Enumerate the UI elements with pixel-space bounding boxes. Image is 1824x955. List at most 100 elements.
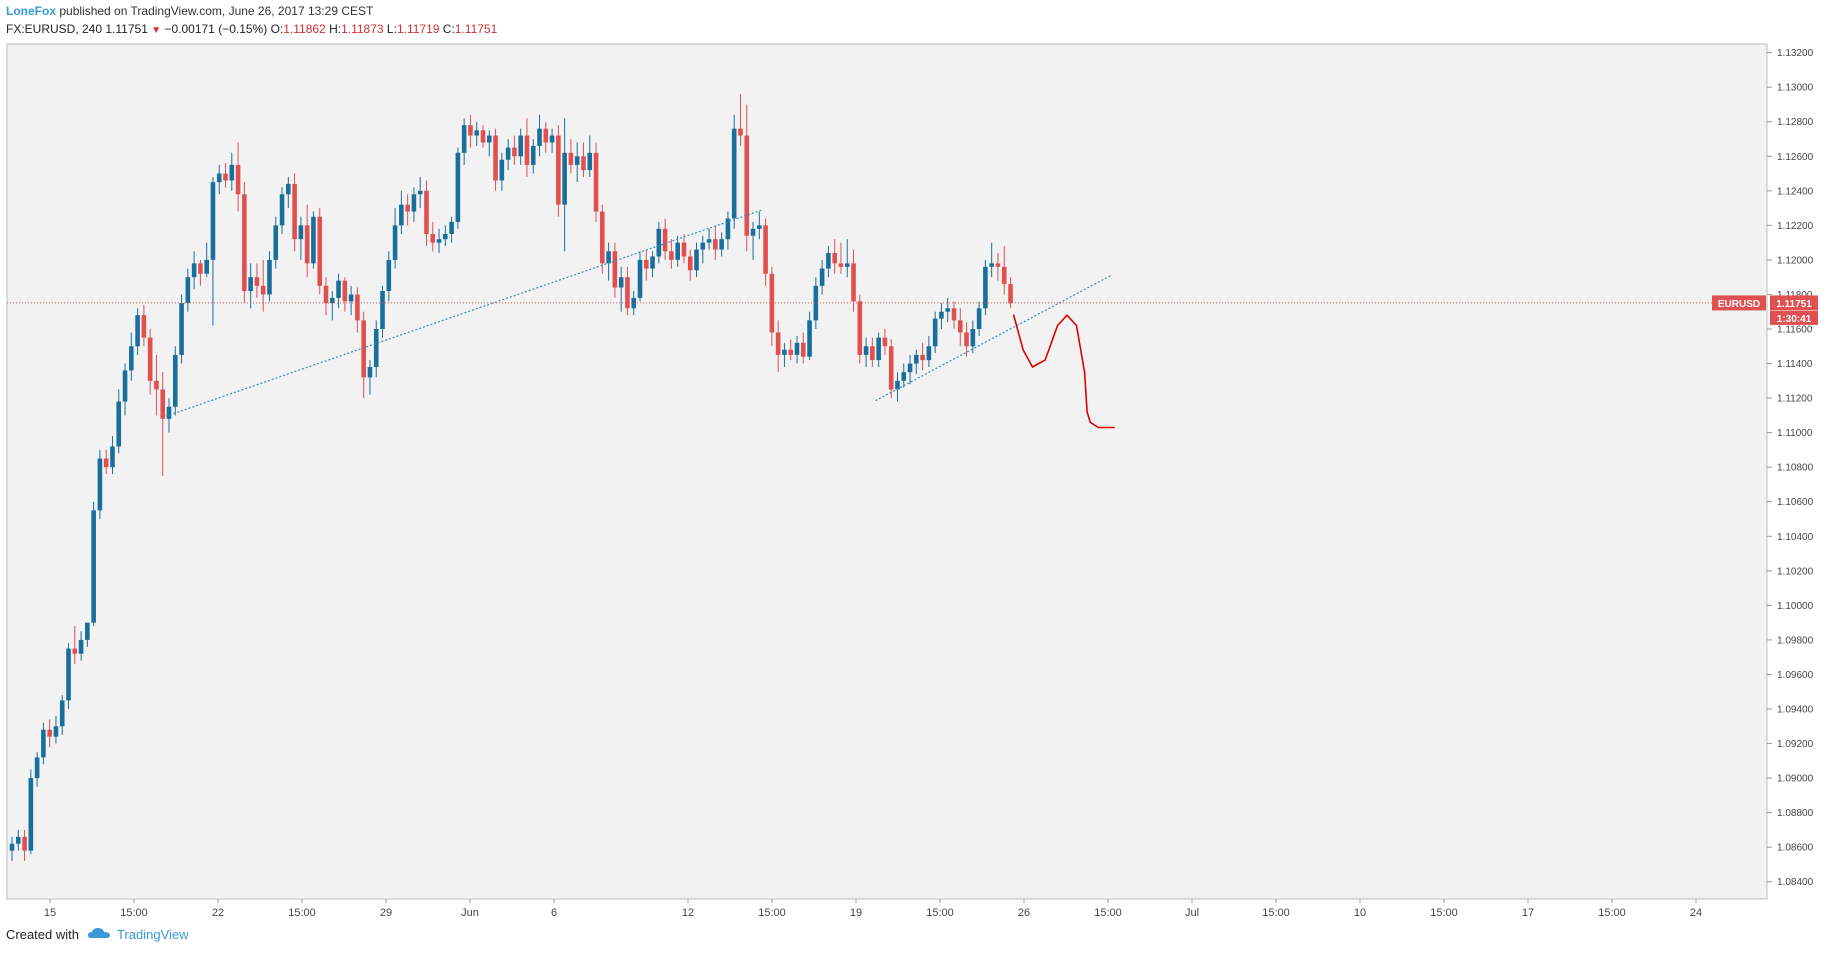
candle [556,125,561,217]
candle-body [430,234,436,243]
candle [562,118,567,252]
candle-body [424,190,429,234]
candle-body [669,251,674,260]
candle [28,769,34,855]
candle [493,128,498,191]
candle [129,332,134,381]
candle [292,173,297,252]
candle-body [160,389,166,419]
tradingview-brand[interactable]: TradingView [116,927,189,942]
candle [329,291,335,321]
candle [449,216,454,243]
candle-body [819,268,825,286]
candle [574,142,580,183]
candle [989,242,994,278]
candle [141,304,147,347]
candle-body [329,297,335,304]
candle-body [549,135,555,143]
candle [769,266,775,347]
candle [78,631,84,661]
candle-body [951,308,957,321]
candle [637,251,643,302]
author-name[interactable]: LoneFox [6,4,56,18]
candle-body [995,263,1001,267]
candle [436,228,442,253]
candle-body [769,273,775,333]
x-tick-label: 15:00 [758,907,786,919]
candle-body [888,346,894,390]
candle-body [323,285,329,304]
candle-body [267,259,272,295]
candle [738,94,743,146]
y-tick-label: 1.13000 [1777,83,1814,94]
candle [530,139,536,174]
candle-body [562,152,567,205]
time-axis[interactable]: 15 15:00 22 15:00 29 Jun 6 12 15:00 19 15:00 26 15:0… [44,899,1702,919]
candle-body [694,249,699,271]
trendline[interactable] [875,274,1112,402]
candle-body [493,135,498,181]
candle-body [800,342,806,357]
price-change: −0.00171 (−0.15%) [164,22,268,36]
last-price: 1.11751 [105,22,148,36]
candle-body [342,280,348,302]
candle-body [731,128,737,219]
x-tick-label: Jul [1185,907,1199,919]
close-value: 1.11751 [454,22,498,36]
candle-body [122,370,128,402]
candle-body [235,164,241,195]
x-tick-label: 15:00 [1430,907,1458,919]
candle-body [28,778,34,851]
candle-body [1008,284,1013,304]
y-tick-label: 1.10600 [1777,497,1814,508]
candle [342,277,348,312]
candle [788,339,794,361]
price-chart[interactable]: 1.08400 1.08600 1.08800 1.09000 1.09200 1.094… [0,0,1824,920]
candle-body [537,128,542,146]
candle [970,320,976,354]
candle [857,294,863,364]
y-tick-label: 1.10000 [1777,601,1814,612]
candle [392,208,398,269]
candle [34,752,40,787]
candle-body [116,401,122,447]
projection-drawing-layer[interactable] [1012,314,1115,429]
y-tick-label: 1.10800 [1777,463,1814,474]
candle-body [757,225,762,229]
candle [185,268,191,312]
candle [606,242,611,281]
candle [744,104,750,252]
candle-body [844,263,850,267]
candle-body [826,253,831,269]
candle [160,372,166,476]
symbol-tag-label: EURUSD [1718,299,1760,310]
tradingview-cloud-icon[interactable] [87,926,111,943]
candle-body [304,225,310,264]
candle-body [9,843,15,851]
plot-area[interactable] [6,43,1768,900]
candle [267,251,272,302]
candle-body [625,277,630,309]
trendline[interactable] [165,209,763,417]
candle-body [15,836,21,844]
candle-body [656,228,662,257]
projection-path[interactable] [1012,314,1115,429]
x-tick-label: 15:00 [926,907,954,919]
candle [983,259,988,316]
candle [248,263,253,309]
x-tick-label: 19 [850,907,862,919]
candle-body [568,152,574,165]
candle [254,263,260,298]
candle-body [361,320,366,378]
price-tag-bg [1770,295,1818,311]
candle-body [914,354,919,364]
candle [863,337,869,367]
trendlines-layer[interactable] [165,209,1112,417]
candle [223,163,228,188]
price-axis[interactable]: 1.08400 1.08600 1.08800 1.09000 1.09200 1.094… [1767,48,1814,888]
x-tick-label: 12 [682,907,694,919]
candle-body [355,294,360,321]
candle [103,449,109,475]
candle-body [600,211,605,264]
candle-body [103,458,109,468]
